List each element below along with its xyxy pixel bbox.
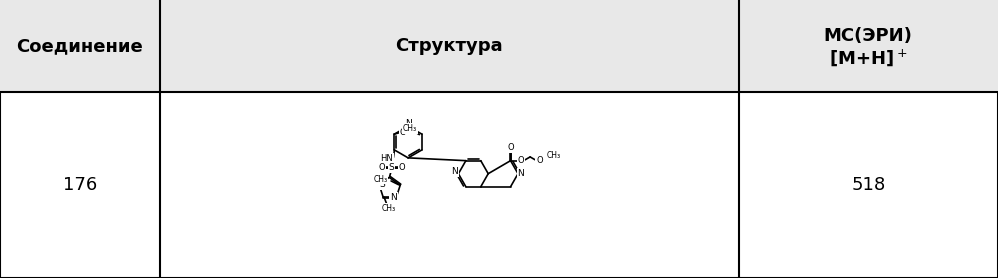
Text: N: N [451,167,458,176]
Text: O: O [507,143,514,152]
Text: МС(ЭРИ): МС(ЭРИ) [823,27,913,45]
Text: N: N [390,193,397,202]
Text: 518: 518 [851,176,885,194]
Text: HN: HN [380,154,393,163]
Text: CH₃: CH₃ [381,204,396,213]
Text: S: S [389,163,394,172]
Text: O: O [378,163,384,172]
Text: [M+H]$^+$: [M+H]$^+$ [829,48,907,68]
Text: CH₃: CH₃ [373,175,387,183]
Bar [0,0,998,92]
Text: O: O [399,128,406,137]
Text: O: O [398,163,405,172]
Text: O: O [378,163,384,172]
Text: CH₃: CH₃ [402,124,417,133]
Text: O: O [398,163,405,172]
Text: Соединение: Соединение [16,37,144,55]
Text: N: N [405,119,411,128]
Text: O: O [518,156,524,165]
Text: 176: 176 [63,176,97,194]
Text: CH₃: CH₃ [546,151,561,160]
Text: Структура: Структура [395,37,503,55]
Text: O: O [536,156,543,165]
Text: N: N [517,169,524,178]
Text: S: S [379,180,385,189]
